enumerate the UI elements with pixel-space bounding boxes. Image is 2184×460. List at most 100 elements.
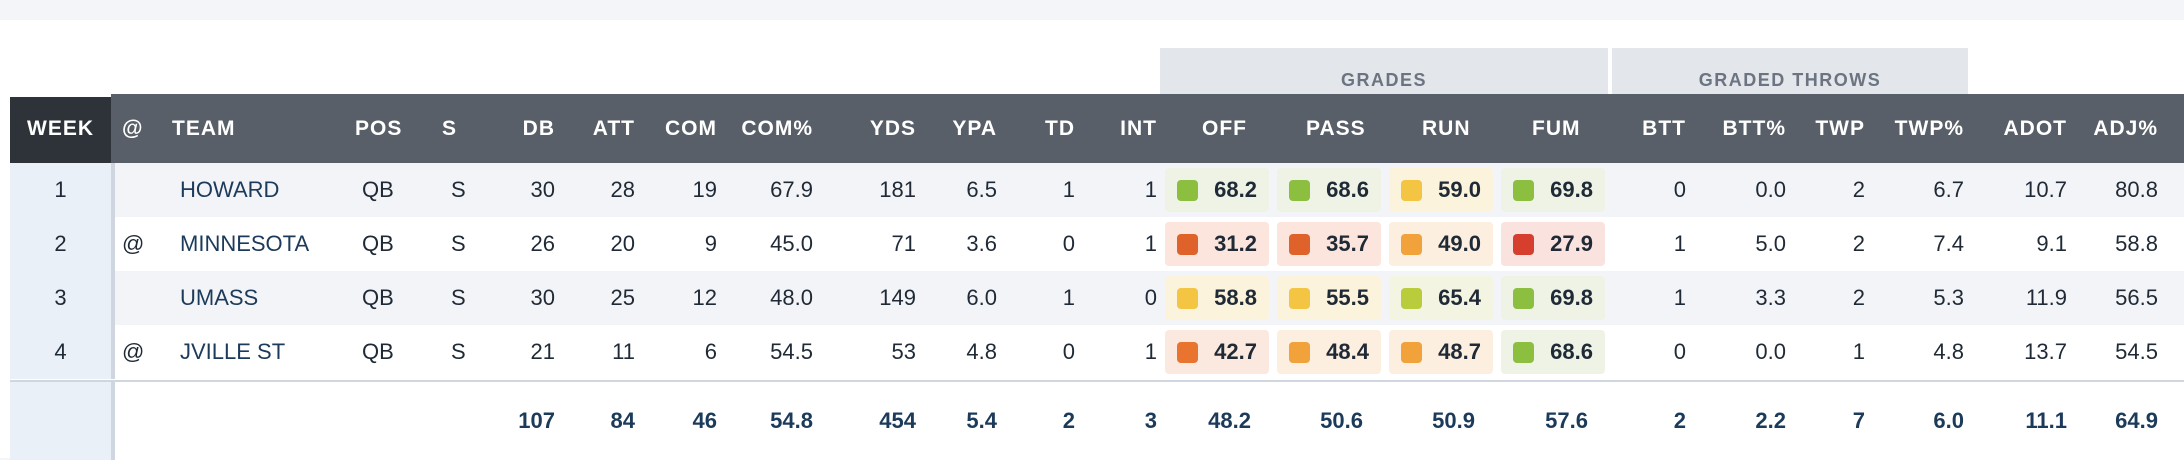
att-cell: 11	[612, 339, 635, 364]
fum-grade-cell: 69.8	[1501, 276, 1605, 320]
pass-grade-cell: 55.5	[1277, 276, 1381, 320]
col-int-header[interactable]: INT	[1120, 117, 1157, 140]
pass-grade-value: 55.5	[1326, 285, 1369, 310]
int-cell: 1	[1144, 177, 1157, 202]
col-fum-header[interactable]: FUM	[1532, 117, 1581, 140]
com-cell: 6	[704, 339, 717, 364]
adot-cell: 13.7	[2024, 339, 2067, 364]
grade-color-swatch	[1513, 341, 1534, 363]
off-grade-value: 42.7	[1214, 339, 1257, 364]
total-int: 3	[1144, 408, 1157, 433]
twp-cell: 1	[1852, 339, 1865, 364]
run-grade-value: 48.7	[1438, 339, 1481, 364]
total-btt-pct: 2.2	[1755, 408, 1786, 433]
pos-cell: QB	[362, 339, 394, 364]
btt-pct-cell: 0.0	[1755, 177, 1786, 202]
col-com-pct-header[interactable]: COM%	[741, 117, 813, 140]
col-pos-header[interactable]: POS	[355, 117, 403, 140]
att-cell: 25	[610, 285, 635, 310]
pos-cell: QB	[362, 285, 394, 310]
twp-cell: 2	[1852, 231, 1865, 256]
run-grade-value: 59.0	[1438, 177, 1481, 202]
col-twp-header[interactable]: TWP	[1815, 117, 1865, 140]
adot-cell: 9.1	[2036, 231, 2067, 256]
off-grade-value: 68.2	[1214, 177, 1257, 202]
ypa-cell: 6.0	[966, 285, 997, 310]
ypa-cell: 4.8	[966, 339, 997, 364]
col-twp-pct-header[interactable]: TWP%	[1894, 117, 1964, 140]
off-grade-cell: 68.2	[1165, 168, 1269, 212]
grade-color-swatch	[1289, 179, 1310, 201]
team-cell[interactable]: UMASS	[180, 285, 259, 310]
twp-pct-cell: 6.7	[1933, 177, 1964, 202]
team-cell[interactable]: JVILLE ST	[180, 339, 286, 364]
team-cell[interactable]: HOWARD	[180, 177, 280, 202]
off-grade-cell: 42.7	[1165, 330, 1269, 374]
pass-grade-value: 48.4	[1326, 339, 1369, 364]
col-adj-pct-header[interactable]: ADJ%	[2093, 117, 2158, 140]
adj-pct-cell: 56.5	[2115, 285, 2158, 310]
grade-color-swatch	[1513, 233, 1534, 255]
int-cell: 1	[1144, 231, 1157, 256]
total-db: 107	[518, 408, 555, 433]
att-cell: 20	[610, 231, 635, 256]
total-run: 50.9	[1432, 408, 1475, 433]
week-cell: 3	[10, 271, 115, 325]
col-yds-header[interactable]: YDS	[869, 117, 916, 140]
total-att: 84	[610, 408, 635, 433]
fum-grade-cell: 27.9	[1501, 222, 1605, 266]
col-off-header[interactable]: OFF	[1202, 117, 1247, 140]
td-cell: 0	[1062, 339, 1075, 364]
col-ypa-header[interactable]: YPA	[952, 117, 997, 140]
col-att-header[interactable]: ATT	[592, 117, 635, 140]
fum-grade-cell: 69.8	[1501, 168, 1605, 212]
fum-grade-value: 68.6	[1550, 339, 1593, 364]
s-cell: S	[451, 339, 466, 364]
off-grade-cell: 31.2	[1165, 222, 1269, 266]
ypa-cell: 6.5	[966, 177, 997, 202]
total-twp-pct: 6.0	[1933, 408, 1964, 433]
grade-color-swatch	[1401, 341, 1422, 363]
com-pct-cell: 67.9	[770, 177, 813, 202]
opponent-at-cell: @	[122, 231, 145, 256]
com-pct-cell: 48.0	[770, 285, 813, 310]
td-cell: 0	[1062, 231, 1075, 256]
col-adot-header[interactable]: ADOT	[2003, 117, 2067, 140]
run-grade-cell: 65.4	[1389, 276, 1493, 320]
col-pass-header[interactable]: PASS	[1306, 117, 1366, 140]
week-cell: 2	[10, 217, 115, 271]
col-btt-header[interactable]: BTT	[1642, 117, 1686, 140]
run-grade-value: 65.4	[1438, 285, 1481, 310]
col-btt-pct-header[interactable]: BTT%	[1722, 117, 1786, 140]
table-row: 3 UMASS QB S 30 25 12 48.0 149 6.0 1 0 1 3.3 2 5.3 11.9 5…	[10, 271, 2184, 325]
week-cell: 1	[10, 163, 115, 217]
btt-cell: 0	[1673, 177, 1686, 202]
grade-color-swatch	[1289, 287, 1310, 309]
col-at-header[interactable]: @	[122, 117, 144, 140]
fum-grade-value: 69.8	[1550, 285, 1593, 310]
off-grade-cell: 58.8	[1165, 276, 1269, 320]
btt-pct-cell: 3.3	[1755, 285, 1786, 310]
db-cell: 26	[530, 231, 555, 256]
run-grade-cell: 49.0	[1389, 222, 1493, 266]
pass-grade-cell: 68.6	[1277, 168, 1381, 212]
total-ypa: 5.4	[966, 408, 997, 433]
col-td-header[interactable]: TD	[1045, 117, 1075, 140]
col-s-header[interactable]: S	[442, 117, 458, 140]
grade-color-swatch	[1177, 233, 1198, 255]
col-db-header[interactable]: DB	[522, 117, 555, 140]
table-row: 4 @ JVILLE ST QB S 21 11 6 54.5 53 4.8 0 1 0 0.0 1 4.8 13…	[10, 325, 2184, 379]
total-fum: 57.6	[1545, 408, 1588, 433]
adot-cell: 10.7	[2024, 177, 2067, 202]
grade-color-swatch	[1177, 341, 1198, 363]
col-run-header[interactable]: RUN	[1422, 117, 1471, 140]
total-twp: 7	[1852, 408, 1865, 433]
total-adj-pct: 64.9	[2115, 408, 2158, 433]
col-team-header[interactable]: TEAM	[172, 117, 236, 140]
col-week-header[interactable]: WEEK	[10, 94, 111, 163]
int-cell: 0	[1144, 285, 1157, 310]
btt-cell: 1	[1673, 231, 1686, 256]
col-com-header[interactable]: COM	[665, 117, 717, 140]
team-cell[interactable]: MINNESOTA	[180, 231, 310, 256]
com-cell: 9	[704, 231, 717, 256]
